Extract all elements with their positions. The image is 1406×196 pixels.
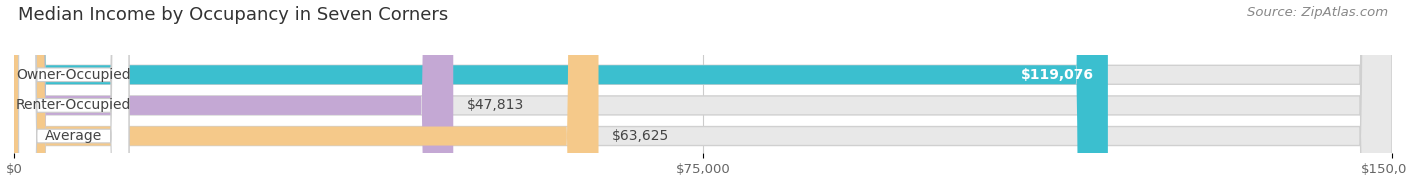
FancyBboxPatch shape [14,0,599,196]
Text: Average: Average [45,129,103,143]
Text: Median Income by Occupancy in Seven Corners: Median Income by Occupancy in Seven Corn… [18,6,449,24]
Text: Source: ZipAtlas.com: Source: ZipAtlas.com [1247,6,1388,19]
FancyBboxPatch shape [14,0,453,196]
Text: Renter-Occupied: Renter-Occupied [15,98,131,113]
FancyBboxPatch shape [14,0,1392,196]
FancyBboxPatch shape [18,0,129,196]
FancyBboxPatch shape [14,0,1108,196]
Text: $47,813: $47,813 [467,98,524,113]
Text: $63,625: $63,625 [612,129,669,143]
Text: Owner-Occupied: Owner-Occupied [17,68,131,82]
FancyBboxPatch shape [18,0,129,196]
FancyBboxPatch shape [14,0,1392,196]
FancyBboxPatch shape [14,0,1392,196]
FancyBboxPatch shape [18,0,129,196]
Text: $119,076: $119,076 [1021,68,1094,82]
